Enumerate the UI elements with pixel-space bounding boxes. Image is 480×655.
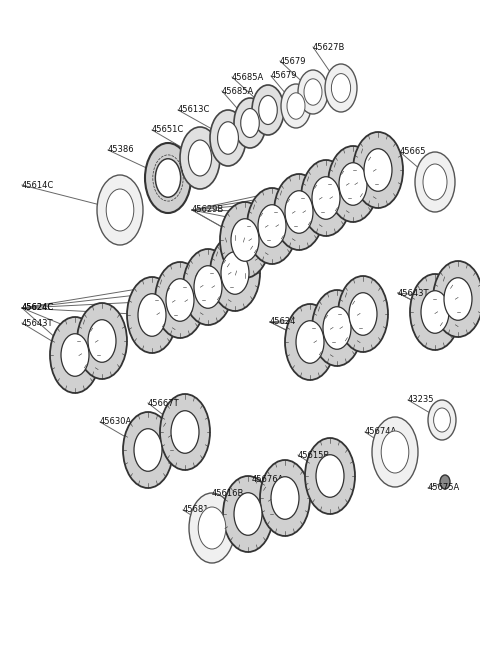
Text: 45629B: 45629B	[192, 206, 224, 214]
Ellipse shape	[428, 400, 456, 440]
Ellipse shape	[97, 175, 143, 245]
Ellipse shape	[50, 317, 100, 393]
Text: 45665: 45665	[400, 147, 427, 157]
Text: 45613C: 45613C	[178, 105, 210, 115]
Ellipse shape	[127, 277, 177, 353]
Ellipse shape	[240, 109, 259, 138]
Ellipse shape	[353, 132, 403, 208]
Ellipse shape	[271, 477, 299, 519]
Text: 45624: 45624	[270, 318, 296, 326]
Ellipse shape	[259, 96, 277, 124]
Ellipse shape	[247, 188, 297, 264]
Ellipse shape	[220, 202, 270, 278]
Ellipse shape	[234, 98, 266, 148]
Ellipse shape	[260, 460, 310, 536]
Ellipse shape	[194, 266, 222, 309]
Text: 45614C: 45614C	[22, 181, 54, 189]
Ellipse shape	[287, 93, 305, 119]
Text: 45674A: 45674A	[365, 428, 397, 436]
Ellipse shape	[339, 162, 367, 205]
Ellipse shape	[338, 276, 388, 352]
Ellipse shape	[145, 143, 191, 213]
Ellipse shape	[331, 73, 350, 102]
Text: 45630A: 45630A	[100, 417, 132, 426]
Ellipse shape	[433, 408, 450, 432]
Ellipse shape	[296, 321, 324, 364]
Ellipse shape	[188, 140, 212, 176]
Ellipse shape	[372, 417, 418, 487]
Ellipse shape	[234, 493, 262, 535]
Ellipse shape	[285, 191, 313, 233]
Ellipse shape	[134, 429, 162, 472]
Ellipse shape	[433, 261, 480, 337]
Ellipse shape	[312, 290, 362, 366]
Text: 45643T: 45643T	[22, 318, 53, 328]
Ellipse shape	[171, 411, 199, 453]
Ellipse shape	[88, 320, 116, 362]
Text: 45386: 45386	[108, 145, 134, 155]
Ellipse shape	[258, 205, 286, 248]
Ellipse shape	[183, 249, 233, 325]
Ellipse shape	[160, 394, 210, 470]
Ellipse shape	[138, 293, 166, 336]
Ellipse shape	[328, 146, 378, 222]
Ellipse shape	[281, 84, 311, 128]
Ellipse shape	[217, 122, 239, 154]
Ellipse shape	[312, 177, 340, 219]
Ellipse shape	[440, 475, 450, 489]
Ellipse shape	[304, 79, 322, 105]
Text: 45685A: 45685A	[222, 86, 254, 96]
Text: 45624C: 45624C	[22, 303, 54, 312]
Ellipse shape	[123, 412, 173, 488]
Ellipse shape	[77, 303, 127, 379]
Ellipse shape	[298, 70, 328, 114]
Text: 45643T: 45643T	[398, 288, 430, 297]
Ellipse shape	[210, 235, 260, 311]
Ellipse shape	[106, 189, 134, 231]
Ellipse shape	[301, 160, 351, 236]
Ellipse shape	[156, 159, 180, 197]
Ellipse shape	[381, 431, 409, 473]
Ellipse shape	[210, 110, 246, 166]
Text: 45624C: 45624C	[22, 303, 54, 312]
Ellipse shape	[421, 291, 449, 333]
Ellipse shape	[415, 152, 455, 212]
Text: 45616B: 45616B	[212, 489, 244, 498]
Ellipse shape	[285, 304, 335, 380]
Ellipse shape	[61, 333, 89, 376]
Ellipse shape	[189, 493, 235, 563]
Ellipse shape	[410, 274, 460, 350]
Ellipse shape	[325, 64, 357, 112]
Ellipse shape	[180, 127, 220, 189]
Ellipse shape	[155, 262, 205, 338]
Ellipse shape	[423, 164, 447, 200]
Ellipse shape	[349, 293, 377, 335]
Text: 45679: 45679	[280, 56, 307, 66]
Text: 43235: 43235	[408, 396, 434, 405]
Text: 45675A: 45675A	[428, 483, 460, 493]
Ellipse shape	[316, 455, 344, 497]
Ellipse shape	[198, 507, 226, 549]
Ellipse shape	[323, 307, 351, 349]
Ellipse shape	[444, 278, 472, 320]
Text: 45651C: 45651C	[152, 126, 184, 134]
Text: 45615B: 45615B	[298, 451, 330, 460]
Ellipse shape	[231, 219, 259, 261]
Text: 45679: 45679	[271, 71, 298, 81]
Ellipse shape	[364, 149, 392, 191]
Ellipse shape	[223, 476, 273, 552]
Ellipse shape	[274, 174, 324, 250]
Text: 45685A: 45685A	[232, 73, 264, 81]
Text: 45627B: 45627B	[313, 43, 346, 52]
Text: 45681: 45681	[183, 506, 209, 514]
Ellipse shape	[252, 85, 284, 135]
Ellipse shape	[166, 279, 194, 322]
Ellipse shape	[305, 438, 355, 514]
Ellipse shape	[221, 252, 249, 294]
Text: 45667T: 45667T	[148, 398, 180, 407]
Text: 45676A: 45676A	[252, 474, 284, 483]
